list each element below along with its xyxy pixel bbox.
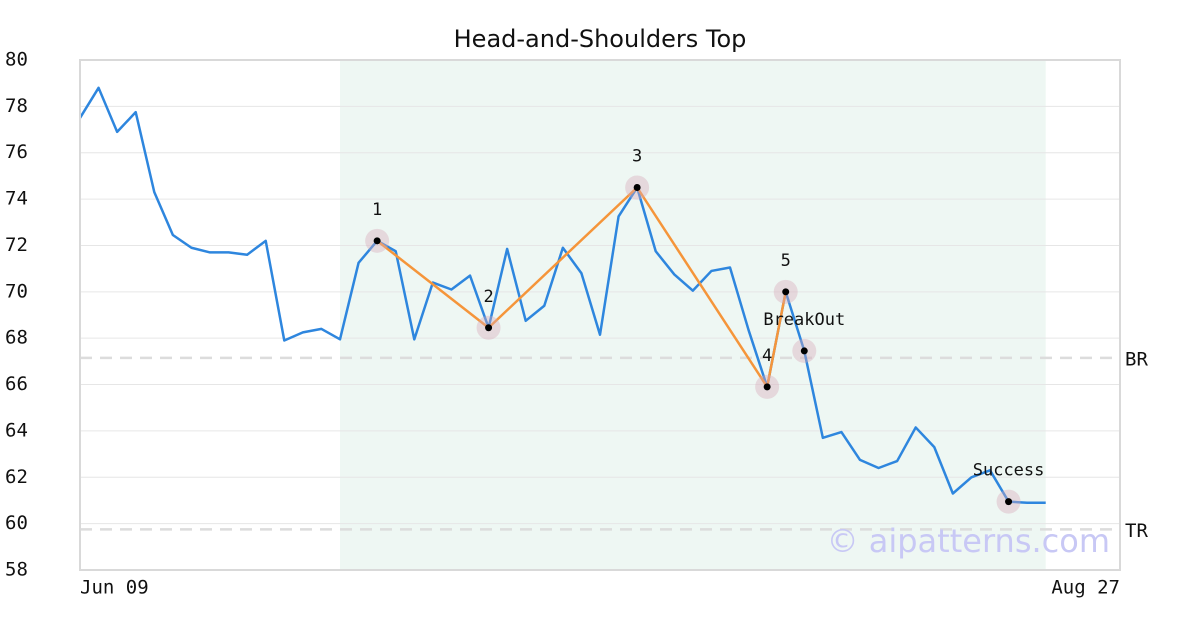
point-label: 5 bbox=[781, 251, 791, 271]
x-tick-label: Jun 09 bbox=[80, 577, 149, 599]
y-tick-label: 78 bbox=[5, 95, 28, 117]
shaded-region bbox=[340, 60, 1046, 570]
plot-border bbox=[79, 59, 1121, 571]
point bbox=[373, 237, 381, 245]
point bbox=[485, 324, 493, 332]
point bbox=[763, 383, 771, 391]
watermark: © aipatterns.com bbox=[827, 522, 1110, 560]
point-label: 4 bbox=[762, 346, 772, 366]
y-tick-label: 58 bbox=[5, 559, 28, 581]
y-tick-label: 68 bbox=[5, 327, 28, 349]
price-line bbox=[78, 86, 1046, 505]
point bbox=[800, 347, 808, 355]
reference-label: TR bbox=[1125, 520, 1148, 542]
y-tick-label: 74 bbox=[5, 188, 28, 210]
point-label: BreakOut bbox=[763, 310, 845, 330]
point bbox=[633, 184, 641, 191]
point-label: Success bbox=[973, 461, 1045, 481]
y-tick-label: 60 bbox=[5, 512, 28, 534]
point-label: 2 bbox=[483, 287, 493, 307]
y-tick-label: 70 bbox=[5, 280, 28, 302]
y-tick-label: 80 bbox=[5, 49, 28, 71]
y-tick-label: 62 bbox=[5, 466, 28, 488]
point-label: 1 bbox=[372, 200, 382, 220]
chart-title: Head-and-Shoulders Top bbox=[454, 25, 747, 53]
y-tick-label: 72 bbox=[5, 234, 28, 256]
y-tick-label: 64 bbox=[5, 419, 28, 441]
y-tick-label: 66 bbox=[5, 373, 28, 395]
x-tick-label: Aug 27 bbox=[1051, 577, 1120, 599]
y-tick-label: 76 bbox=[5, 141, 28, 163]
point bbox=[1005, 498, 1013, 506]
point bbox=[782, 288, 790, 296]
reference-label: BR bbox=[1125, 348, 1148, 370]
point-label: 3 bbox=[632, 147, 642, 167]
